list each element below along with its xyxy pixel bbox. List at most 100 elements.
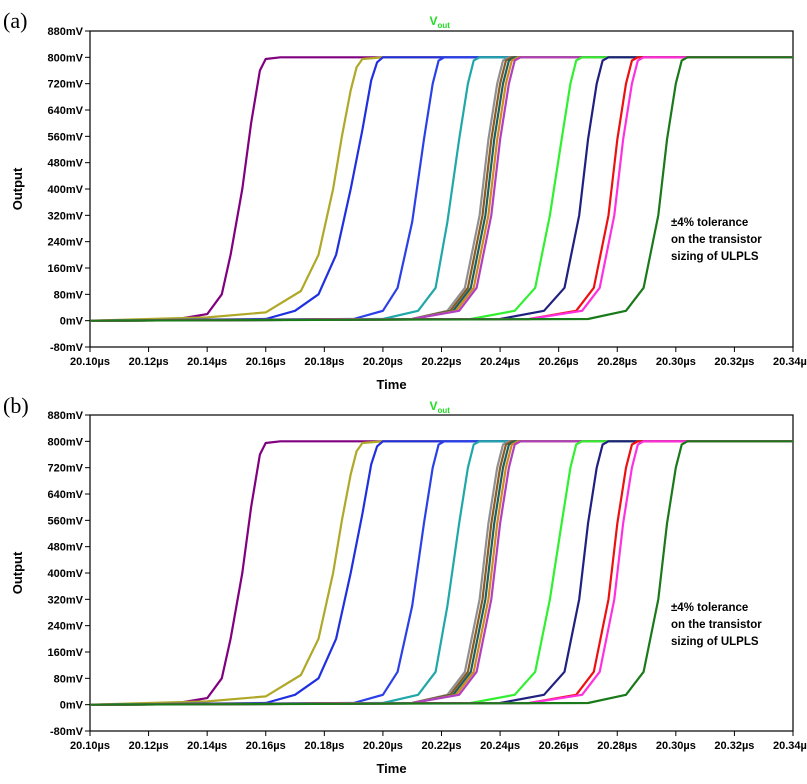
- x-tick-label: 20.16µs: [246, 356, 286, 368]
- series-line-magenta: [90, 56, 793, 322]
- x-tick-label: 20.18µs: [304, 740, 344, 752]
- chart-panel-b: (b) Vout -80mV 0mV 80mV 160mV 240mV 320mV 400mV 4…: [3, 393, 807, 776]
- x-tick-label: 20.14µs: [187, 356, 227, 368]
- y-tick-label: 720mV: [48, 79, 84, 91]
- series-line-darkteal: [90, 56, 793, 322]
- y-tick-label: 400mV: [48, 184, 84, 196]
- series-line-purple: [90, 56, 793, 322]
- x-tick-label: 20.14µs: [187, 740, 227, 752]
- series-line-olive: [90, 440, 793, 706]
- annotation-line: on the transistor: [671, 619, 762, 631]
- chart-title-main: V: [430, 399, 438, 413]
- x-tick-label: 20.10µs: [70, 740, 110, 752]
- series-line-green: [90, 440, 793, 706]
- plot-frame: [89, 414, 794, 732]
- series-line-red: [90, 440, 793, 706]
- y-tick-label: 240mV: [48, 621, 84, 633]
- y-tick-label: 800mV: [48, 436, 84, 448]
- series-line-darkteal: [90, 440, 793, 706]
- chart-title-sub: out: [438, 406, 451, 415]
- series-line-darkgreen: [90, 56, 793, 322]
- series-line-blue2: [90, 440, 793, 706]
- y-axis-label: Output: [10, 551, 25, 594]
- series-line-purple: [90, 440, 793, 706]
- series-line-darkgreen: [90, 440, 793, 706]
- series-line-orange: [90, 56, 793, 322]
- plot-frame: [89, 30, 794, 348]
- x-tick-label: 20.18µs: [304, 356, 344, 368]
- series-line-violet: [90, 56, 793, 322]
- chart-panel-a: (a) Vout -80mV 0mV 80mV 160mV 240mV 320mV 400mV 4…: [3, 8, 807, 392]
- x-tick-label: 20.24µs: [480, 740, 520, 752]
- x-tick-label: 20.12µs: [129, 356, 169, 368]
- x-tick-label: 20.26µs: [539, 356, 579, 368]
- series-line-blue2: [90, 56, 793, 322]
- x-tick-label: 20.24µs: [480, 356, 520, 368]
- x-tick-label: 20.20µs: [363, 356, 403, 368]
- y-tick-label: 80mV: [54, 289, 84, 301]
- x-tick-label: 20.28µs: [597, 740, 637, 752]
- x-tick-label: 20.34µs: [773, 740, 807, 752]
- series-line-gray: [90, 56, 793, 322]
- y-tick-label: 160mV: [48, 647, 84, 659]
- x-tick-label: 20.10µs: [70, 356, 110, 368]
- x-tick-label: 20.34µs: [773, 356, 807, 368]
- series-line-gray: [90, 440, 793, 706]
- y-tick-label: 880mV: [48, 26, 84, 38]
- y-tick-label: 560mV: [48, 515, 84, 527]
- annotation-line: ±4% tolerance: [671, 217, 748, 229]
- x-axis-label: Time: [376, 761, 406, 776]
- y-tick-label: 800mV: [48, 52, 84, 64]
- series-line-navy: [90, 440, 793, 706]
- series-line-green: [90, 56, 793, 322]
- x-tick-label: 20.32µs: [714, 740, 754, 752]
- x-tick-label: 20.12µs: [129, 740, 169, 752]
- y-axis-label: Output: [10, 167, 25, 210]
- panel-label: (a): [3, 8, 27, 33]
- series-line-violet: [90, 440, 793, 706]
- y-tick-label: -80mV: [50, 342, 84, 354]
- y-tick-label: 320mV: [48, 210, 84, 222]
- x-tick-label: 20.30µs: [656, 356, 696, 368]
- y-tick-label: 80mV: [54, 673, 84, 685]
- y-tick-label: 560mV: [48, 131, 84, 143]
- y-tick-label: -80mV: [50, 726, 84, 738]
- series-line-brown: [90, 56, 793, 322]
- y-tick-label: 720mV: [48, 463, 84, 475]
- y-tick-label: 400mV: [48, 568, 84, 580]
- y-tick-label: 480mV: [48, 542, 84, 554]
- y-tick-label: 240mV: [48, 237, 84, 249]
- y-tick-label: 640mV: [48, 105, 84, 117]
- series-group: [90, 56, 793, 322]
- series-line-red: [90, 56, 793, 322]
- series-line-brown: [90, 440, 793, 706]
- annotation-line: on the transistor: [671, 234, 762, 246]
- x-tick-label: 20.22µs: [422, 356, 462, 368]
- series-line-teal: [90, 440, 793, 706]
- chart-title-main: V: [430, 14, 438, 28]
- chart-title: Vout: [430, 14, 451, 30]
- series-line-navy: [90, 56, 793, 322]
- x-tick-label: 20.16µs: [246, 740, 286, 752]
- series-line-blue: [90, 440, 793, 706]
- x-tick-label: 20.30µs: [656, 740, 696, 752]
- chart-title: Vout: [430, 399, 451, 415]
- y-tick-label: 640mV: [48, 489, 84, 501]
- x-axis-label: Time: [376, 377, 406, 392]
- series-line-blue: [90, 56, 793, 322]
- annotation-line: sizing of ULPLS: [671, 636, 759, 648]
- series-group: [90, 440, 793, 706]
- y-tick-label: 320mV: [48, 594, 84, 606]
- x-tick-label: 20.32µs: [714, 356, 754, 368]
- x-tick-label: 20.28µs: [597, 356, 637, 368]
- series-line-magenta: [90, 440, 793, 706]
- x-tick-label: 20.22µs: [422, 740, 462, 752]
- y-tick-label: 880mV: [48, 410, 84, 422]
- series-line-teal: [90, 56, 793, 322]
- x-tick-label: 20.20µs: [363, 740, 403, 752]
- chart-title-sub: out: [438, 21, 451, 30]
- annotation-line: sizing of ULPLS: [671, 251, 759, 263]
- y-tick-label: 160mV: [48, 263, 84, 275]
- series-line-orange: [90, 440, 793, 706]
